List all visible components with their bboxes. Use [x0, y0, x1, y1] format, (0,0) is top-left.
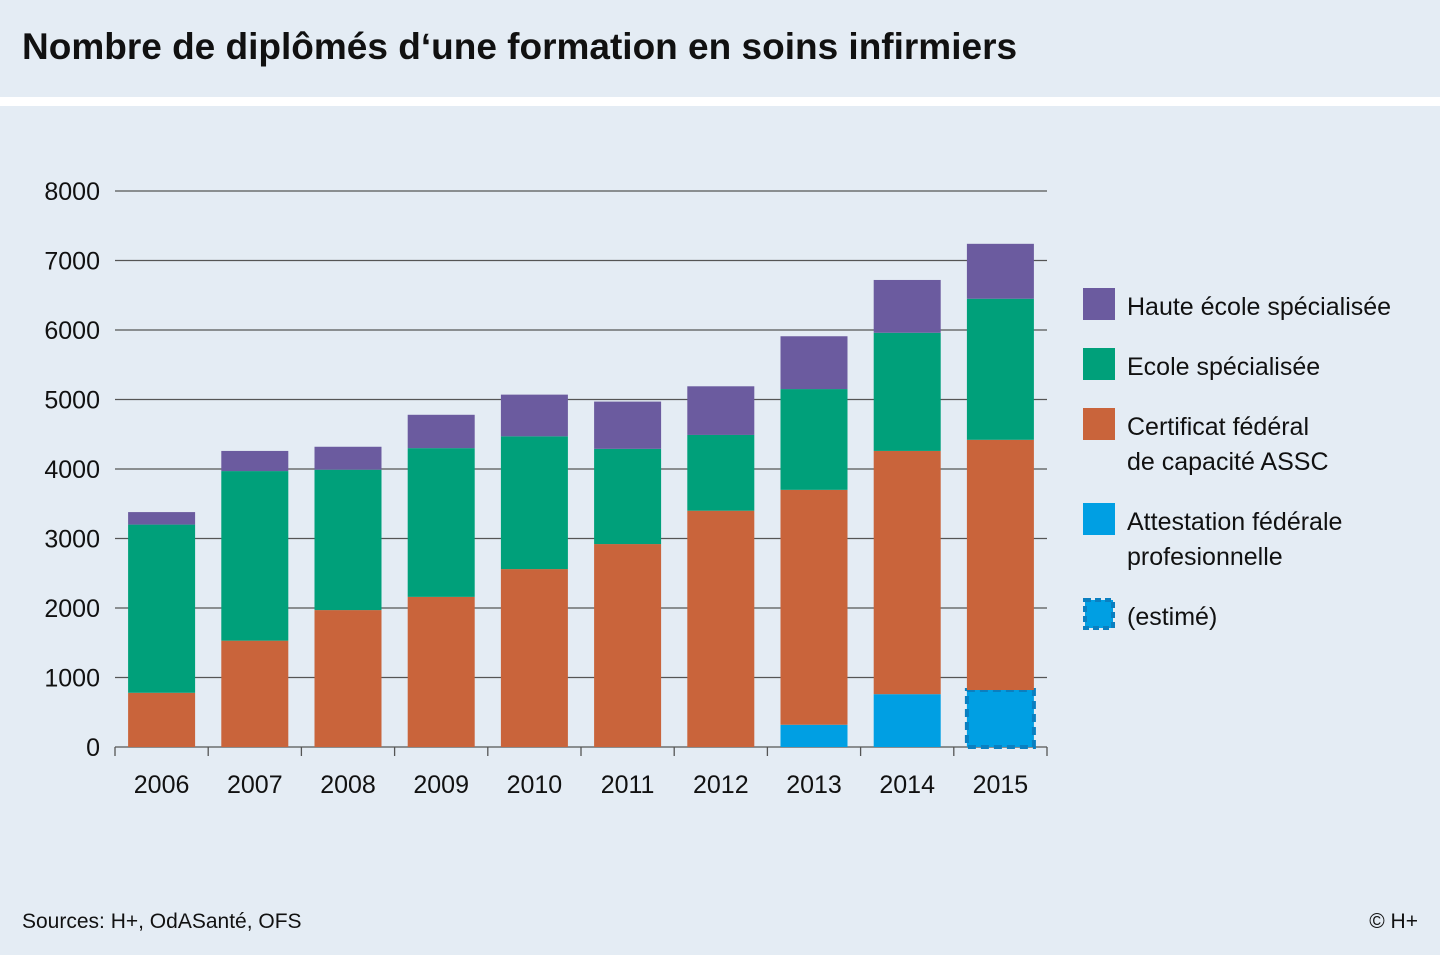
x-tick-label: 2011: [601, 771, 655, 799]
bar-afp-2013: [780, 724, 848, 747]
bar-es-2014: [873, 332, 941, 451]
x-tick-label: 2014: [879, 771, 935, 799]
y-tick-label: 7000: [44, 248, 100, 276]
bar-hes-2015: [966, 243, 1034, 299]
bar-es-2015: [966, 298, 1034, 440]
bar-es-2009: [407, 448, 475, 597]
x-tick-label: 2007: [227, 771, 283, 799]
y-tick-label: 8000: [44, 178, 100, 206]
source-note: Sources: H+, OdASanté, OFS: [22, 910, 302, 933]
bar-hes-2006: [128, 512, 196, 525]
y-tick-label: 5000: [44, 387, 100, 415]
legend-swatch-cfc: [1083, 408, 1115, 440]
bar-hes-2011: [594, 401, 662, 449]
y-tick-label: 6000: [44, 317, 100, 345]
legend-swatch-afp: [1083, 503, 1115, 535]
y-tick-label: 3000: [44, 526, 100, 554]
legend-label-es: Ecole spécialisée: [1127, 353, 1320, 381]
legend-label-estimated: (estimé): [1127, 603, 1217, 631]
bar-cfc-2015: [966, 439, 1034, 691]
bar-es-2007: [221, 471, 289, 641]
bar-es-2010: [500, 436, 568, 570]
bar-hes-2007: [221, 450, 289, 472]
bar-cfc-2010: [500, 569, 568, 747]
y-tick-label: 1000: [44, 665, 100, 693]
bar-afp-2014: [873, 694, 941, 747]
bar-cfc-2012: [687, 510, 755, 747]
bar-hes-2014: [873, 279, 941, 333]
bar-es-2013: [780, 389, 848, 490]
x-tick-label: 2008: [320, 771, 376, 799]
bar-cfc-2014: [873, 450, 941, 695]
bar-es-2011: [594, 448, 662, 545]
bar-es-2012: [687, 434, 755, 511]
legend-swatch-estimated: [1083, 598, 1115, 630]
bar-hes-2012: [687, 386, 755, 435]
bar-hes-2008: [314, 446, 382, 470]
legend-swatch-hes: [1083, 288, 1115, 320]
legend-swatch-es: [1083, 348, 1115, 380]
bar-es-2008: [314, 469, 382, 611]
y-tick-label: 2000: [44, 595, 100, 623]
legend-label-afp: profesionnelle: [1127, 543, 1283, 571]
bar-afp-2015: [964, 688, 1036, 750]
copyright: © H+: [1369, 910, 1418, 933]
chart-title: Nombre de diplômés d‘une formation en so…: [22, 26, 1018, 67]
legend-label-cfc: de capacité ASSC: [1127, 448, 1329, 476]
x-tick-label: 2012: [693, 771, 749, 799]
bar-es-2006: [128, 524, 196, 693]
y-tick-label: 4000: [44, 456, 100, 484]
x-tick-label: 2013: [786, 771, 842, 799]
bar-cfc-2011: [594, 544, 662, 747]
legend-label-cfc: Certificat fédéral: [1127, 413, 1309, 441]
bar-hes-2010: [500, 394, 568, 437]
legend-label-afp: Attestation fédérale: [1127, 508, 1342, 536]
bar-cfc-2008: [314, 610, 382, 747]
x-tick-label: 2015: [973, 771, 1029, 799]
title-band: Nombre de diplômés d‘une formation en so…: [0, 0, 1440, 106]
x-tick-label: 2006: [134, 771, 190, 799]
x-tick-label: 2009: [413, 771, 469, 799]
legend-label-hes: Haute école spécialisée: [1127, 293, 1391, 321]
bar-cfc-2009: [407, 596, 475, 747]
bar-hes-2013: [780, 336, 848, 390]
y-tick-label: 0: [86, 734, 100, 762]
bar-cfc-2006: [128, 692, 196, 747]
bar-cfc-2013: [780, 489, 848, 725]
x-tick-label: 2010: [507, 771, 563, 799]
bar-cfc-2007: [221, 640, 289, 747]
bar-hes-2009: [407, 414, 475, 449]
